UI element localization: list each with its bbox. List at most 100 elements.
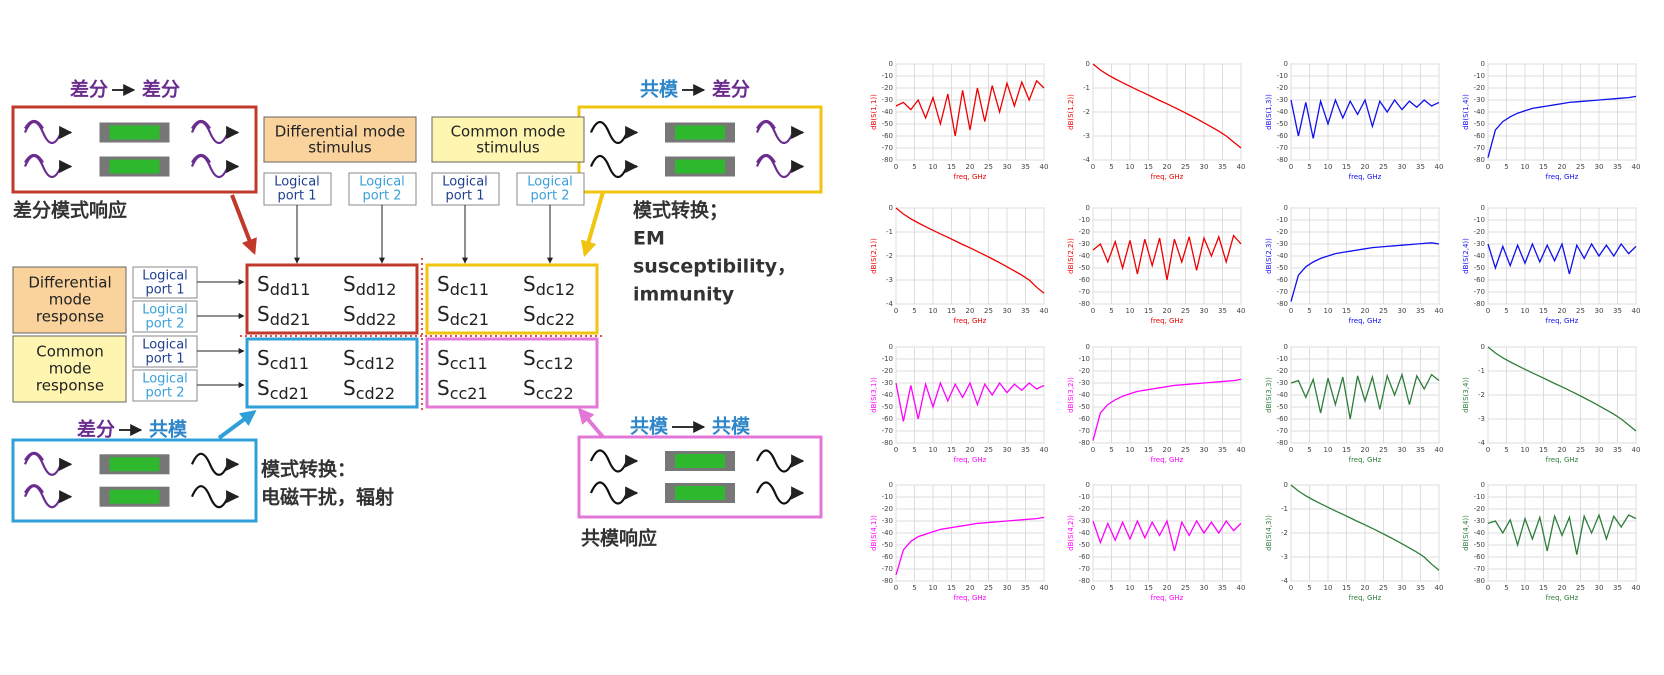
y-tick-label: -40 bbox=[1277, 108, 1288, 116]
matrix-entry: Sdd11 bbox=[257, 272, 310, 299]
x-tick-label: 10 bbox=[1126, 446, 1135, 454]
x-tick-label: 25 bbox=[984, 307, 993, 315]
x-tick-label: 25 bbox=[1379, 163, 1388, 171]
y-tick-label: -20 bbox=[1277, 228, 1288, 236]
matrix-entry: Sdc21 bbox=[437, 302, 489, 329]
wave-inverse bbox=[756, 153, 776, 164]
symbol: S bbox=[437, 346, 450, 370]
matrix-entry: Scd21 bbox=[257, 376, 309, 403]
x-tick-label: 10 bbox=[1126, 307, 1135, 315]
subscript: cc11 bbox=[450, 354, 488, 373]
y-tick-label: -10 bbox=[882, 72, 893, 80]
x-tick-label: 15 bbox=[947, 163, 956, 171]
component-core bbox=[109, 159, 160, 174]
x-tick-label: 30 bbox=[1398, 446, 1407, 454]
symbol: S bbox=[523, 272, 536, 296]
x-tick-label: 10 bbox=[929, 446, 938, 454]
y-tick-label: -20 bbox=[1277, 84, 1288, 92]
subscript: dd11 bbox=[270, 280, 311, 299]
y-tick-label: -20 bbox=[1277, 367, 1288, 375]
x-tick-label: 5 bbox=[1504, 163, 1508, 171]
x-tick-label: 10 bbox=[929, 163, 938, 171]
y-tick-label: -70 bbox=[1277, 427, 1288, 435]
y-tick-label: -1 bbox=[1083, 84, 1090, 92]
y-tick-label: -50 bbox=[1277, 264, 1288, 272]
matrix-entry: Scc21 bbox=[437, 376, 488, 403]
x-tick-label: 40 bbox=[1632, 446, 1641, 454]
x-tick-label: 35 bbox=[1416, 446, 1425, 454]
x-tick-label: 0 bbox=[1091, 584, 1095, 592]
x-axis-label: freq, GHz bbox=[954, 594, 987, 602]
y-tick-label: -60 bbox=[1474, 276, 1485, 284]
y-tick-label: -20 bbox=[1079, 367, 1090, 375]
x-tick-label: 25 bbox=[1576, 163, 1585, 171]
x-tick-label: 40 bbox=[1237, 584, 1246, 592]
port-text: Logical bbox=[142, 303, 188, 318]
mode-box bbox=[11, 438, 258, 523]
x-tick-label: 15 bbox=[1144, 584, 1153, 592]
port-text: port 1 bbox=[145, 352, 184, 367]
y-tick-label: -80 bbox=[882, 577, 893, 585]
port-box bbox=[132, 266, 198, 299]
x-tick-label: 5 bbox=[1504, 446, 1508, 454]
x-tick-label: 35 bbox=[1021, 163, 1030, 171]
x-tick-label: 35 bbox=[1613, 446, 1622, 454]
y-tick-label: -60 bbox=[1277, 276, 1288, 284]
subscript: dd21 bbox=[270, 310, 311, 329]
stimulus-text: Common mode bbox=[451, 123, 566, 141]
x-tick-label: 0 bbox=[1486, 446, 1490, 454]
y-tick-label: -50 bbox=[1277, 403, 1288, 411]
port-text: port 1 bbox=[145, 283, 184, 298]
y-tick-label: 0 bbox=[1481, 343, 1485, 351]
x-tick-label: 20 bbox=[1361, 584, 1370, 592]
y-axis-label: dB(S(3,4)) bbox=[1462, 377, 1470, 413]
y-tick-label: -10 bbox=[882, 493, 893, 501]
x-tick-label: 40 bbox=[1237, 163, 1246, 171]
wave bbox=[190, 154, 240, 179]
y-tick-label: -3 bbox=[1281, 553, 1288, 561]
y-tick-label: -80 bbox=[1277, 439, 1288, 447]
series-line bbox=[895, 381, 1045, 422]
matrix-entry: Sdd12 bbox=[343, 272, 396, 299]
x-tick-label: 20 bbox=[966, 307, 975, 315]
x-tick-label: 20 bbox=[966, 446, 975, 454]
x-tick-label: 15 bbox=[1539, 446, 1548, 454]
matrix-entry: Scc22 bbox=[523, 376, 574, 403]
x-tick-label: 30 bbox=[1595, 307, 1604, 315]
caption: 电磁干扰，辐射 bbox=[261, 486, 394, 509]
subscript: dd12 bbox=[356, 280, 397, 299]
y-tick-label: -2 bbox=[1083, 108, 1090, 116]
x-tick-label: 40 bbox=[1237, 446, 1246, 454]
mode-from: 共模 bbox=[630, 415, 669, 438]
y-tick-label: -80 bbox=[1079, 300, 1090, 308]
x-tick-label: 25 bbox=[1576, 307, 1585, 315]
y-tick-label: -20 bbox=[1079, 505, 1090, 513]
subscript: cd11 bbox=[270, 354, 309, 373]
x-tick-label: 30 bbox=[1595, 584, 1604, 592]
y-tick-label: -30 bbox=[1079, 379, 1090, 387]
port-box bbox=[132, 369, 198, 402]
port-text: port 2 bbox=[530, 189, 569, 204]
y-axis-label: dB(S(3,1)) bbox=[870, 377, 878, 413]
x-tick-label: 0 bbox=[1289, 584, 1293, 592]
subscript: dd22 bbox=[356, 310, 397, 329]
x-axis-label: freq, GHz bbox=[1349, 173, 1382, 181]
symbol: S bbox=[523, 376, 536, 400]
y-tick-label: -30 bbox=[1079, 517, 1090, 525]
y-tick-label: -80 bbox=[1277, 300, 1288, 308]
x-tick-label: 40 bbox=[1040, 584, 1049, 592]
x-tick-label: 40 bbox=[1435, 307, 1444, 315]
y-tick-label: 0 bbox=[1086, 343, 1090, 351]
x-tick-label: 20 bbox=[1361, 446, 1370, 454]
response-text: Common bbox=[36, 343, 104, 361]
y-tick-label: 0 bbox=[889, 343, 893, 351]
y-tick-label: 0 bbox=[889, 481, 893, 489]
port-box bbox=[431, 172, 500, 206]
symbol: S bbox=[437, 376, 450, 400]
x-tick-label: 30 bbox=[1200, 163, 1209, 171]
x-tick-label: 35 bbox=[1218, 584, 1227, 592]
y-tick-label: -70 bbox=[1079, 288, 1090, 296]
x-axis-label: freq, GHz bbox=[1349, 594, 1382, 602]
matrix-entry: Sdc22 bbox=[523, 302, 575, 329]
x-tick-label: 0 bbox=[1289, 446, 1293, 454]
